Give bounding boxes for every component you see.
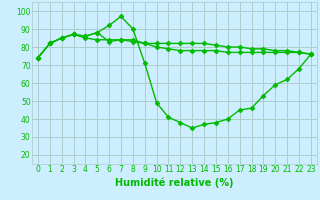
X-axis label: Humidité relative (%): Humidité relative (%) (115, 177, 234, 188)
